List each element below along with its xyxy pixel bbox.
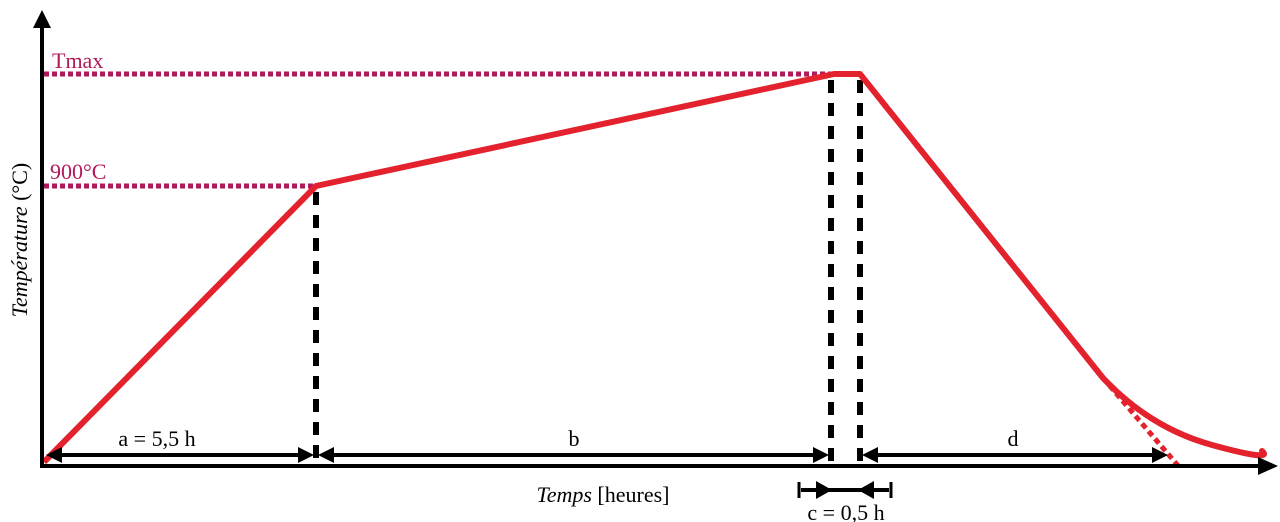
duration-d-label: d [1008,426,1019,451]
x-axis-label-name: Temps [536,482,591,507]
x-axis-label-unit: [heures] [592,482,670,507]
arrowhead-right-icon [1152,447,1168,463]
duration-b-label: b [569,426,580,451]
x-axis-arrow-icon [1258,457,1278,475]
cooling-curve-slow [1100,375,1267,459]
arrowhead-left-icon [318,447,334,463]
y-axis-label-unit: (°C) [7,163,32,207]
y-axis-label: Température (°C) [7,163,32,317]
temperature-curve [41,71,1106,465]
duration-c-label: c = 0,5 h [807,500,884,522]
y-axis-label-name: Température [7,206,32,317]
arrowhead-right-icon [298,447,314,463]
arrowhead-left-icon [46,447,62,463]
duration-arrow-c [797,481,893,499]
arrowhead-right-icon [813,447,829,463]
arrowhead-left-icon [816,481,832,499]
duration-arrow-a [46,447,314,463]
900c-label: 900°C [50,159,106,184]
duration-arrow-d [862,447,1168,463]
arrowhead-right-icon [858,481,874,499]
duration-a-label: a = 5,5 h [118,426,195,451]
tmax-label: Tmax [52,48,103,73]
x-axis-label: Temps [heures] [536,482,669,507]
y-axis-arrow-icon [33,10,51,28]
arrowhead-left-icon [862,447,878,463]
duration-arrow-b [318,447,829,463]
